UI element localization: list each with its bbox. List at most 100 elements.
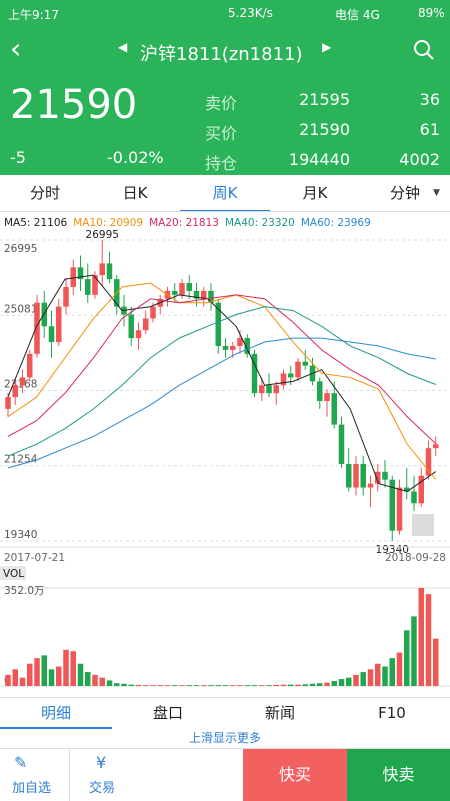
volume-bar [338,679,345,686]
quote-label: 持仓 [205,154,238,173]
volume-bar [179,685,185,686]
candle-body [12,385,19,398]
volume-bar [353,674,359,686]
candle-body [324,393,330,402]
ma-label: MA5: 21106 [4,217,68,229]
candle-body [353,463,359,488]
candle-body [99,263,106,276]
candle-body [55,306,62,343]
detail-tab[interactable]: F10 [378,704,406,722]
vol-tick-label: 352.0万 [4,585,45,597]
volume-bar [5,674,11,686]
ma-label: MA60: 23969 [301,217,371,229]
volume-bar [258,685,265,686]
candle-body [295,361,301,378]
volume-bar [150,685,156,686]
ma-label: MA40: 23320 [225,217,295,229]
volume-bar [215,685,222,686]
volume-bar [92,674,98,686]
volume-bar [128,684,135,686]
prev-arrow[interactable]: ◀ [118,40,128,54]
status-battery: 89% [418,6,445,20]
volume-bar [266,685,272,686]
ma-line [7,282,437,480]
candle-body [389,479,396,531]
search-icon[interactable] [412,38,436,62]
detail-tab[interactable]: 明细 [0,697,112,729]
volume-bar [84,672,91,686]
volume-bar [411,616,417,686]
volume-bar [389,658,396,686]
candle-body [63,286,69,307]
next-arrow[interactable]: ▶ [322,40,332,54]
ma-line [7,294,437,445]
volume-bar [113,683,120,686]
high-annotation: 26995 [86,229,119,241]
period-tab[interactable]: 月K [302,184,328,202]
period-tab[interactable]: 日K [122,184,148,202]
zoom-button [412,514,434,536]
status-time: 上午9:17 [8,8,59,22]
quote-label: 卖价 [205,94,238,113]
candle-body [403,487,410,492]
candle-body [316,381,323,402]
volume-bar [345,677,352,686]
candle-body [135,330,142,339]
volume-bar [200,685,207,686]
volume-bar [229,685,236,686]
volume-bar [425,594,432,686]
period-tab[interactable]: 周K [180,175,270,212]
quote-price: 21590 [299,120,350,139]
candle-body [280,373,287,386]
volume-bar [316,683,323,686]
ma-line [7,337,436,469]
volume-bar [193,685,200,686]
detail-tab[interactable]: 盘口 [152,704,183,722]
volume-bar [19,677,26,686]
candle-body [77,267,84,280]
y-tick-label: 26995 [4,243,37,255]
volume-bar [222,685,229,686]
vol-label: VOL [3,568,24,580]
quick-sell[interactable]: 快卖 [347,749,450,801]
trade-icon: ¥ [96,753,107,772]
kline-chart: MA5: 21106 MA10: 20909 MA20: 21813 MA40: 23… [0,217,450,687]
volume-bar [295,684,301,686]
candle-body [331,393,338,425]
period-tab[interactable]: 分钟 [389,184,420,202]
volume-bar [280,684,287,686]
quote-label: 买价 [205,124,238,143]
candle-body [302,361,309,366]
volume-bar [237,685,243,686]
volume-bar [48,669,55,686]
volume-bar [324,682,330,686]
candle-body [34,302,40,354]
period-tab[interactable]: 分时 [29,184,60,202]
volume-bar [186,685,193,686]
y-tick-label: 21254 [4,454,38,466]
candle-body [19,377,26,386]
volume-bar [244,685,251,686]
quick-buy[interactable]: 快买 [243,749,347,801]
volume-bar [403,630,410,686]
status-carrier: 电信 4G [335,8,380,22]
trade[interactable]: 交易 [89,781,116,796]
add-watch[interactable]: 加自选 [12,781,52,796]
volume-bar [273,684,280,686]
candle-body [92,275,98,295]
change: -5 [10,148,26,167]
quote-price: 21595 [299,90,350,109]
volume-bar [374,663,381,686]
candle-body [396,487,403,531]
detail-tab[interactable]: 新闻 [264,704,295,722]
back-button[interactable]: ‹ [10,32,22,65]
volume-bar [41,655,48,686]
volume-bar [34,658,40,686]
change-pct: -0.02% [107,148,164,167]
divider [0,697,450,698]
volume-bar [77,663,84,686]
candle-body [287,373,294,378]
status-speed: 5.23K/s [228,6,273,20]
candle-body [251,353,258,394]
